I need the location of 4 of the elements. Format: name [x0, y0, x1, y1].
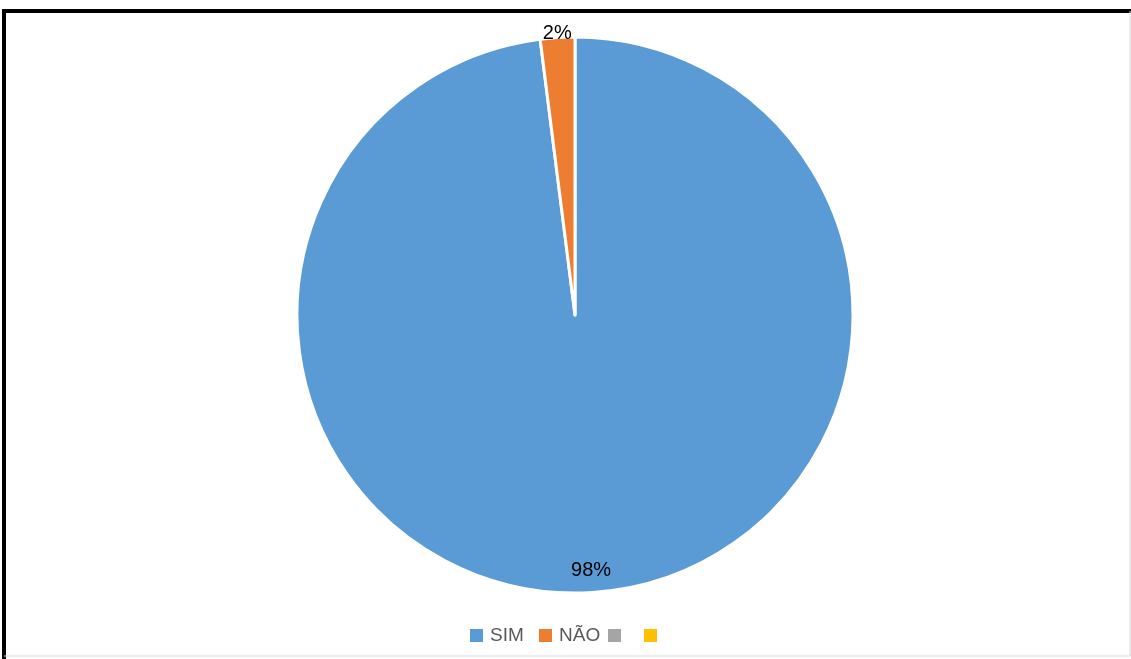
- legend-label: SIM: [490, 624, 524, 646]
- legend-label: NÃO: [559, 624, 601, 646]
- data-label: 2%: [542, 20, 572, 43]
- data-label: 98%: [571, 557, 612, 580]
